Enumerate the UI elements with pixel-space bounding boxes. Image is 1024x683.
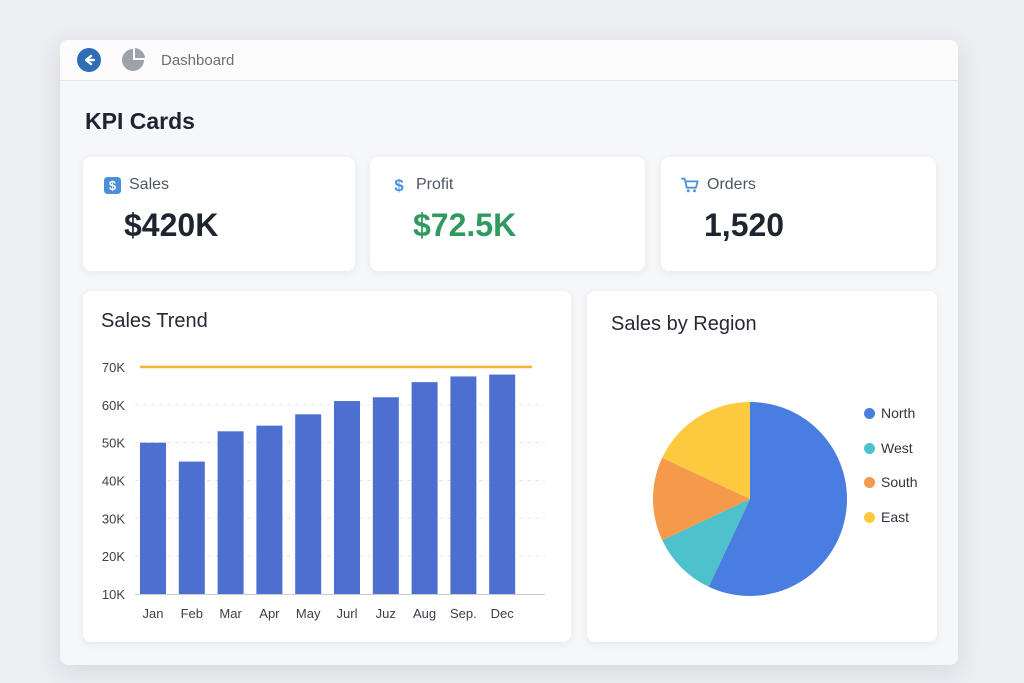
kpi-value-profit: $72.5K <box>413 207 517 243</box>
y-tick-label: 70K <box>102 360 125 375</box>
x-tick-label: Mar <box>219 606 242 621</box>
pie-slice-west <box>662 499 750 587</box>
bar-aug <box>411 382 438 594</box>
x-tick-label: Feb <box>181 606 203 621</box>
bar-jurl <box>334 401 360 594</box>
y-tick-label: 30K <box>102 511 125 526</box>
kpi-value-orders: 1,520 <box>704 207 785 243</box>
bar-dec <box>489 374 516 594</box>
kpi-value-sales: $420K <box>124 207 219 243</box>
bar-mar <box>217 431 244 594</box>
pie-chart-icon[interactable] <box>120 47 146 73</box>
sales-by-region-card: Sales by Region North West South East <box>587 291 937 642</box>
legend-label: East <box>881 509 910 525</box>
sales-by-region-chart <box>653 402 847 596</box>
legend-swatch <box>864 511 875 523</box>
x-tick-label: Juz <box>376 606 396 621</box>
pie-slice-south <box>653 457 750 541</box>
bar-juz <box>372 397 399 594</box>
bar-may <box>295 414 322 594</box>
x-tick-label: Dec <box>491 606 515 621</box>
section-title: KPI Cards <box>85 108 195 134</box>
legend-item-south: South <box>864 474 918 490</box>
x-tick-label: Aug <box>413 606 436 621</box>
bar-apr <box>256 425 283 594</box>
kpi-card-orders: Orders 1,520 <box>661 157 936 271</box>
sales-trend-card: Sales Trend 10K 20K 30K 40K 50K 60K 70K Jan Feb M… <box>83 291 571 642</box>
pie-slice-east <box>662 402 750 499</box>
legend-item-west: West <box>864 440 913 456</box>
kpi-label-orders: Orders <box>681 176 756 194</box>
legend-swatch <box>864 442 875 454</box>
legend-item-north: North <box>864 405 915 421</box>
y-tick-label: 20K <box>102 549 125 564</box>
kpi-card-sales: $ Sales $420K <box>83 157 355 271</box>
chart-title: Sales Trend <box>101 310 208 332</box>
chart-title: Sales by Region <box>611 313 757 335</box>
legend-label: South <box>881 474 918 490</box>
sales-trend-chart: 10K 20K 30K 40K 50K 60K 70K Jan Feb Mar Apr May Jurl… <box>102 360 545 621</box>
x-tick-label: Apr <box>259 606 280 621</box>
kpi-label-sales: $ Sales <box>103 176 169 194</box>
kpi-label-text: Sales <box>129 176 170 193</box>
kpi-label-profit: $ Profit <box>390 176 453 194</box>
x-tick-label: Jan <box>143 606 164 621</box>
kpi-label-text: Orders <box>707 176 756 193</box>
cart-icon <box>681 176 699 194</box>
y-tick-label: 10K <box>102 587 125 602</box>
kpi-label-text: Profit <box>416 176 454 193</box>
legend-swatch <box>864 407 875 419</box>
bar-jan <box>140 442 166 594</box>
legend-swatch <box>864 476 875 488</box>
y-tick-label: 40K <box>102 474 125 489</box>
legend-item-east: East <box>864 509 909 525</box>
x-tick-label: Sep. <box>450 606 477 621</box>
svg-text:$: $ <box>108 178 116 193</box>
legend-label: North <box>881 405 916 421</box>
title-bar: Dashboard <box>60 40 958 81</box>
dollar-icon: $ <box>390 176 408 194</box>
x-tick-label: May <box>296 606 321 621</box>
pie-slice-north <box>708 402 847 596</box>
y-tick-label: 60K <box>102 398 125 413</box>
kpi-card-profit: $ Profit $72.5K <box>370 157 645 271</box>
back-arrow-icon <box>84 54 96 66</box>
x-tick-label: Jurl <box>337 606 358 621</box>
bar-sep <box>450 376 477 594</box>
bar-feb <box>178 461 205 594</box>
app-title: Dashboard <box>161 52 235 69</box>
y-tick-label: 50K <box>102 436 125 451</box>
dashboard-window: Dashboard KPI Cards $ Sales $420K $ Prof… <box>60 40 958 665</box>
dollar-badge-icon: $ <box>103 176 121 194</box>
svg-text:$: $ <box>394 176 404 194</box>
back-button[interactable] <box>77 48 101 72</box>
legend-label: West <box>881 440 913 456</box>
